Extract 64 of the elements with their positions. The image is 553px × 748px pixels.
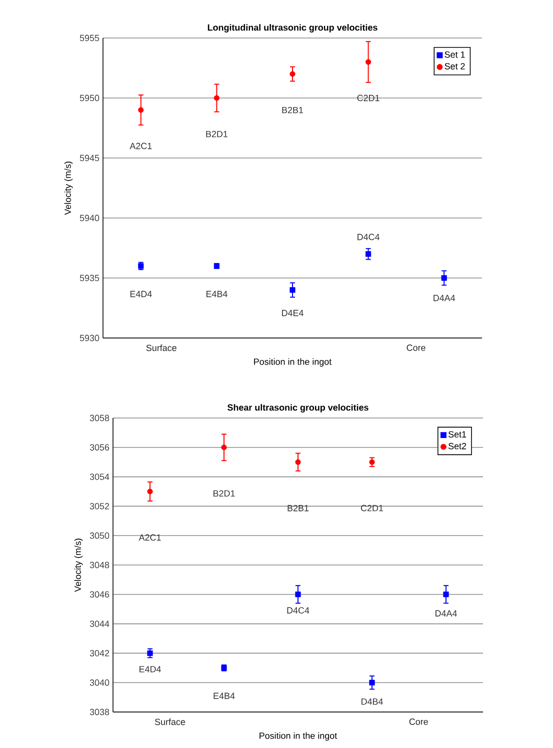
point	[138, 107, 144, 113]
y-tick-label: 5955	[80, 34, 100, 42]
text: Surface	[154, 718, 186, 726]
y-tick-label: 3056	[90, 444, 110, 451]
annotation: C2D1	[360, 504, 384, 512]
annotation: E4B4	[206, 290, 228, 298]
point	[369, 459, 375, 465]
chart-title: Shear ultrasonic group velocities	[228, 404, 368, 412]
y-tick-label: 3044	[90, 620, 110, 627]
point	[214, 95, 220, 101]
annotation: C2D1	[357, 94, 380, 102]
legend-label: Set1	[448, 431, 466, 438]
y-axis-title: Velocity (m/s)	[74, 538, 83, 592]
annotation: A2C1	[138, 534, 161, 541]
annotation: B2B1	[288, 504, 309, 512]
point	[290, 287, 296, 293]
annotation: D4E4	[282, 310, 304, 316]
point	[290, 71, 296, 77]
annotation: D4C4	[287, 607, 310, 614]
annotation: B2B1	[282, 106, 304, 114]
point	[295, 592, 301, 598]
annotation: B2D1	[206, 130, 228, 138]
y-tick-label: 5945	[80, 154, 100, 162]
y-tick-label: 3052	[90, 503, 110, 510]
point	[221, 444, 227, 450]
point	[441, 275, 447, 281]
y-tick-label: 5940	[80, 214, 100, 222]
point	[147, 488, 153, 494]
y-axis-title: Velocity (m/s)	[64, 162, 73, 215]
point	[369, 680, 375, 686]
annotation: E4D4	[140, 666, 161, 672]
annotation: D4A4	[434, 294, 456, 302]
y-tick-label: 3042	[90, 650, 110, 656]
annotation: E4B4	[214, 692, 235, 699]
y-tick-label: 3040	[90, 679, 110, 686]
annotation: D4A4	[436, 610, 457, 616]
y-tick-label: 3050	[90, 532, 110, 539]
y-tick-label: 3054	[90, 474, 110, 480]
text: Core	[409, 718, 428, 725]
y-tick-label: 5950	[80, 94, 100, 102]
point	[147, 650, 153, 656]
chart-title: Longitudinal ultrasonic group velocities	[208, 24, 378, 32]
text: Surface	[146, 344, 176, 352]
y-tick-label: 3038	[90, 708, 110, 716]
y-tick-label: 5930	[80, 334, 100, 342]
legend-label: Set 2	[444, 63, 465, 70]
legend-label: Set2	[448, 442, 466, 450]
x-axis-title: Position in the ingot	[254, 358, 332, 367]
annotation: D4C4	[358, 234, 380, 240]
y-tick-label: 3058	[90, 414, 110, 422]
annotation: D4B4	[362, 698, 383, 705]
point	[366, 251, 372, 257]
annotation: E4D4	[130, 290, 152, 298]
annotation: B2D1	[214, 490, 235, 497]
point	[443, 592, 449, 598]
annotation: A2C1	[130, 142, 152, 150]
point	[295, 459, 301, 465]
x-axis-title: Position in the ingot	[260, 732, 338, 741]
legend-label: Set 1	[444, 51, 465, 58]
y-tick-label: 3046	[90, 591, 110, 598]
text: Core	[406, 344, 426, 351]
point	[366, 59, 372, 65]
y-tick-label: 5935	[80, 274, 100, 282]
y-tick-label: 3048	[90, 562, 110, 568]
